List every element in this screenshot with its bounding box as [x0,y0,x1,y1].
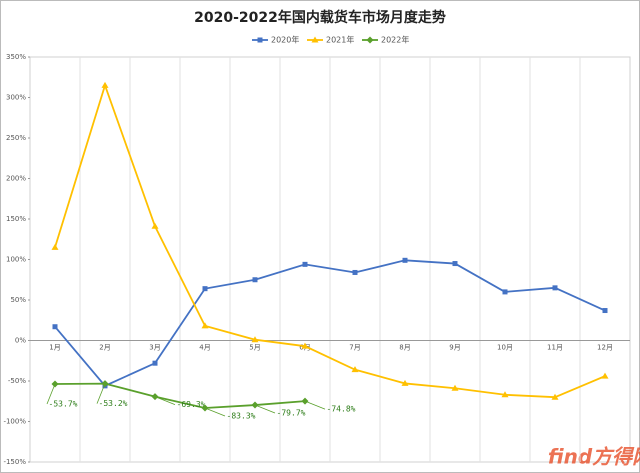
marker [552,285,558,291]
leader-line [204,407,226,417]
y-tick-label: 50% [10,296,26,304]
x-tick-label: 1月 [49,344,60,352]
data-label: -53.7% [49,399,78,408]
marker [301,342,309,349]
marker [251,336,259,343]
marker [101,81,109,88]
legend-label: 2020年 [271,35,299,45]
marker [151,222,159,229]
y-tick-label: 250% [6,134,26,142]
marker [252,277,258,283]
marker [501,391,509,398]
leader-line [254,404,276,414]
x-tick-label: 9月 [449,344,460,352]
y-tick-label: 150% [6,215,26,223]
marker [202,286,208,292]
marker [302,261,308,267]
chart-title: 2020-2022年国内载货车市场月度走势 [194,9,446,26]
legend-label: 2021年 [326,35,354,45]
marker [451,384,459,391]
marker [601,372,609,379]
x-tick-label: 5月 [249,344,260,352]
y-tick-label: 300% [6,94,26,102]
x-tick-label: 7月 [349,344,360,352]
leader-line [46,383,56,405]
marker [257,37,263,43]
y-tick-label: -50% [8,377,26,385]
marker [366,36,374,44]
marker [551,393,559,400]
data-label: -74.8% [327,405,356,414]
marker [402,257,408,263]
marker [52,324,58,330]
legend-label: 2022年 [381,35,409,45]
marker [51,243,59,250]
y-tick-label: -150% [3,458,26,466]
y-tick-label: 200% [6,175,26,183]
data-label: -83.3% [227,411,256,420]
marker [152,360,158,366]
leader-line [96,383,106,404]
series-line [54,82,606,399]
x-tick-label: 10月 [497,344,513,352]
series-line [54,382,306,409]
x-tick-label: 8月 [399,344,410,352]
x-tick-label: 4月 [199,344,210,352]
watermark: find方得网 [548,445,640,469]
x-tick-label: 3月 [149,344,160,352]
series-line [54,259,606,387]
data-label: -69.3% [177,400,206,409]
y-tick-label: 350% [6,53,26,61]
marker [311,36,319,43]
x-tick-label: 2月 [99,344,110,352]
marker [502,289,508,295]
x-tick-label: 12月 [597,344,613,352]
marker [201,322,209,329]
leader-line [304,400,326,410]
y-tick-label: -100% [3,418,26,426]
leader-line [154,396,176,406]
marker [401,379,409,386]
marker [452,261,458,267]
y-tick-label: 0% [15,337,26,345]
data-label: -79.7% [277,409,306,418]
data-label: -53.2% [99,399,128,408]
y-tick-label: 100% [6,256,26,264]
marker [352,269,358,275]
marker [351,366,359,373]
marker [602,308,608,314]
x-tick-label: 11月 [547,344,563,352]
